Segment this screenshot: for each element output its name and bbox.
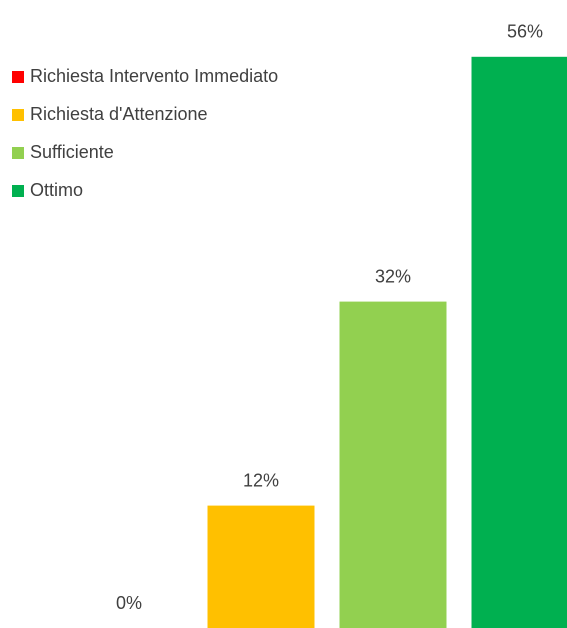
legend-label: Ottimo — [30, 180, 83, 200]
data-label: 32% — [375, 266, 411, 286]
data-label: 0% — [116, 593, 142, 613]
legend-swatch — [12, 147, 24, 159]
legend-swatch — [12, 109, 24, 121]
legend-label: Richiesta d'Attenzione — [30, 104, 208, 124]
data-label: 12% — [243, 470, 279, 490]
bar — [339, 301, 447, 628]
bar — [207, 505, 315, 628]
legend-swatch — [12, 71, 24, 83]
legend-label: Richiesta Intervento Immediato — [30, 66, 278, 86]
bar — [471, 56, 567, 628]
legend-label: Sufficiente — [30, 142, 114, 162]
data-label: 56% — [507, 22, 543, 42]
legend-swatch — [12, 185, 24, 197]
